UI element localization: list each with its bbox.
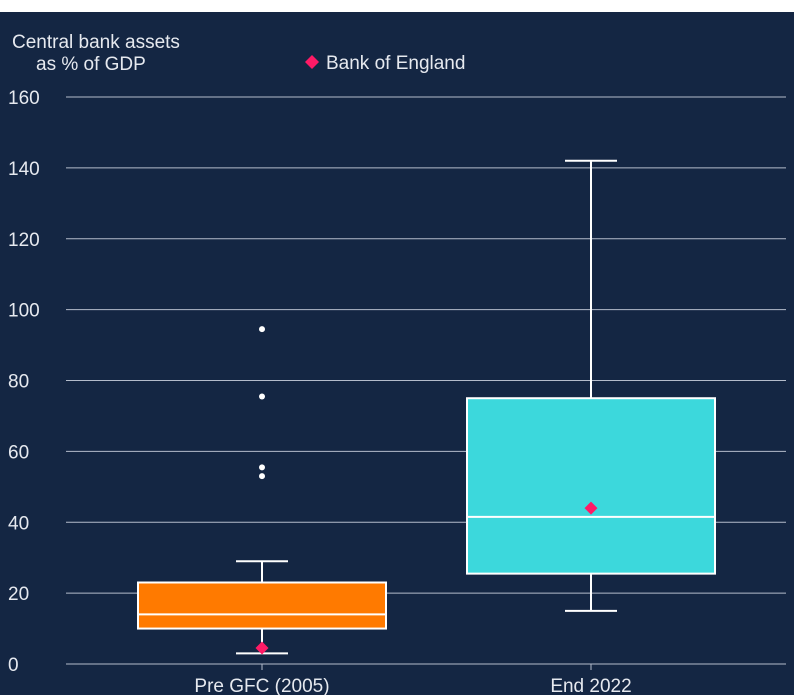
box-iqr: [466, 397, 716, 575]
y-tick-label-120: 120: [8, 230, 40, 251]
y-tick-label-0: 0: [8, 655, 19, 676]
outlier-point-1: [259, 473, 265, 480]
bank-of-england-marker: [255, 641, 269, 655]
legend-label: Bank of England: [326, 53, 465, 74]
y-axis-label-line-1: Central bank assets: [12, 32, 180, 53]
chart-panel: [0, 12, 794, 695]
y-axis-label: Central bank assets as % of GDP: [12, 32, 180, 75]
y-tick-label-60: 60: [8, 442, 29, 463]
bank-of-england-marker: [584, 501, 598, 515]
y-tick-label-160: 160: [8, 88, 40, 109]
y-axis-label-line-2: as % of GDP: [36, 54, 146, 75]
x-tick-label-1: Pre GFC (2005): [194, 676, 329, 695]
box-group-1: [137, 326, 387, 655]
y-tick-label-20: 20: [8, 584, 29, 605]
boxes: [137, 159, 716, 655]
x-tick-label-2: End 2022: [550, 676, 631, 695]
legend: Bank of England: [305, 53, 465, 74]
box-iqr: [137, 581, 387, 630]
y-tick-label-80: 80: [8, 372, 29, 393]
gridlines: [66, 96, 786, 665]
legend-diamond-marker: [305, 55, 319, 69]
y-tick-label-140: 140: [8, 159, 40, 180]
outlier-point-4: [259, 326, 265, 333]
y-axis-ticks: 0 20 40 60 80 100 120 140 160: [8, 88, 40, 676]
y-tick-label-40: 40: [8, 513, 29, 534]
y-tick-label-100: 100: [8, 301, 40, 322]
outlier-point-3: [259, 393, 265, 400]
box-group-2: [466, 159, 716, 612]
outlier-point-2: [259, 464, 265, 471]
x-axis-ticks: Pre GFC (2005) End 2022: [194, 664, 632, 695]
